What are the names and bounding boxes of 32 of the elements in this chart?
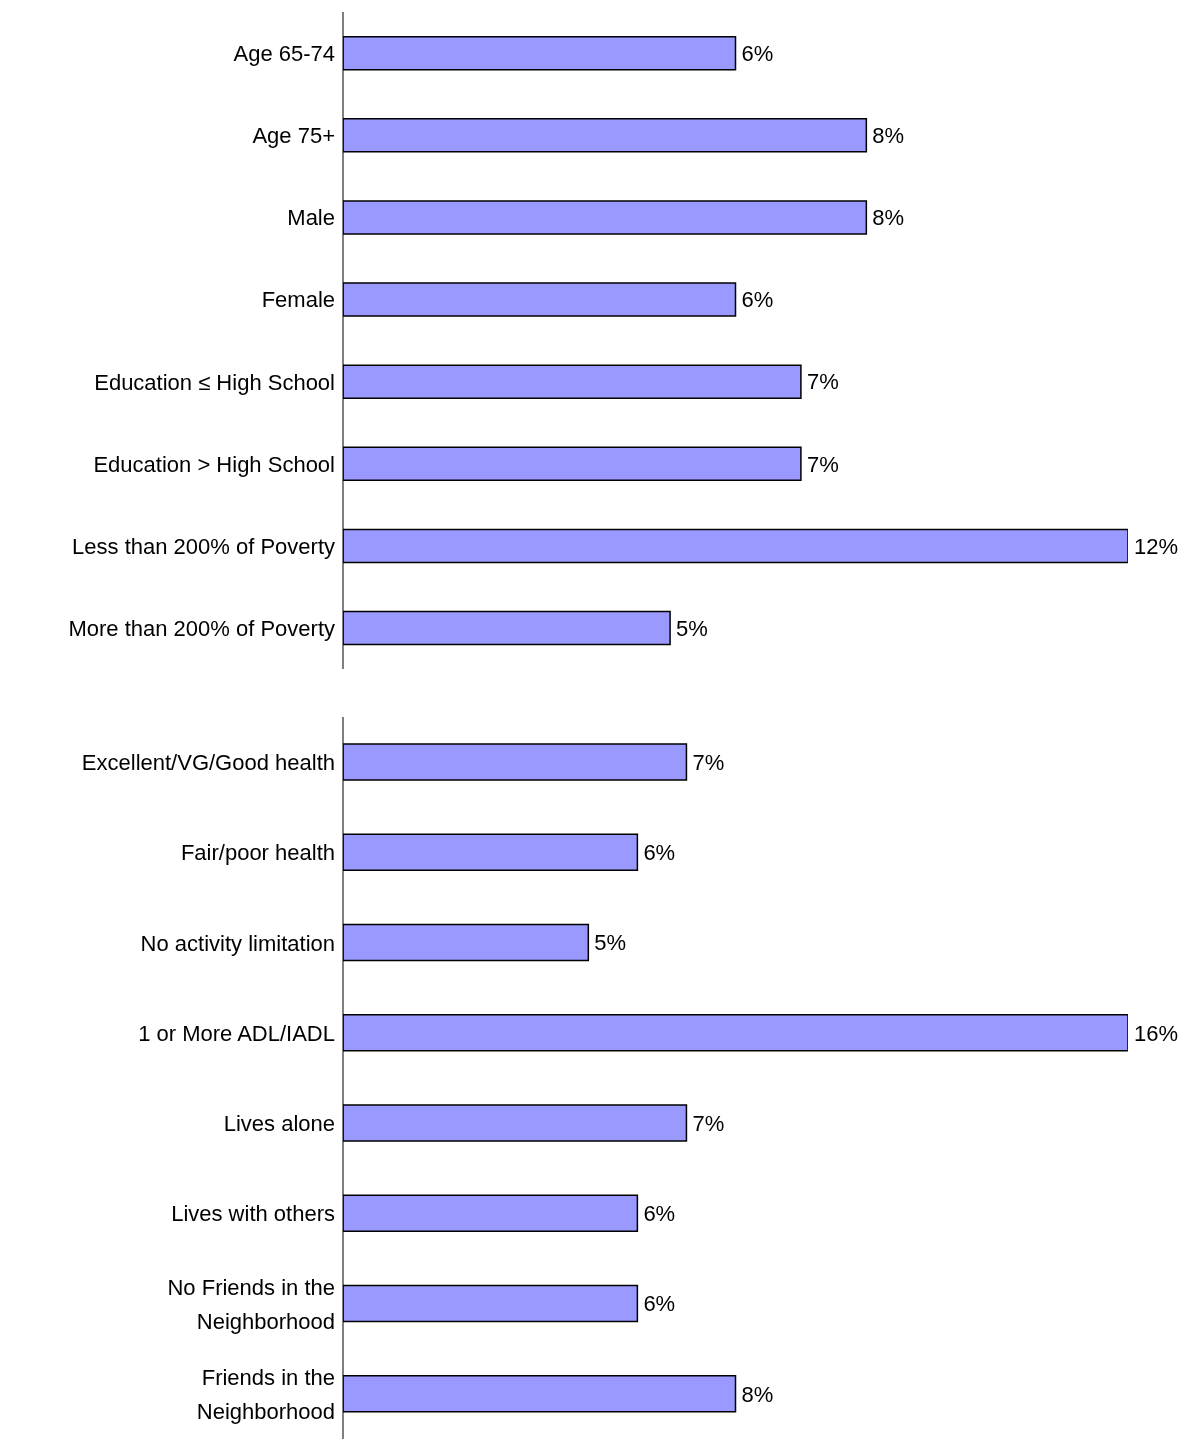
y-tick-label: Friends in the Neighborhood — [196, 1364, 335, 1424]
data-label: 7% — [806, 369, 839, 395]
data-label: 16% — [1134, 1020, 1179, 1046]
data-label: 7% — [806, 451, 839, 477]
data-label: 6% — [643, 840, 676, 866]
data-label: 8% — [741, 1381, 774, 1407]
data-label: 6% — [741, 40, 774, 66]
data-label: 7% — [692, 749, 725, 775]
data-label: 5% — [676, 615, 708, 641]
y-tick-label: Lives with others — [171, 1200, 335, 1226]
data-label: 7% — [692, 1110, 725, 1136]
y-tick-label: No activity limitation — [140, 930, 335, 956]
y-tick-label: Excellent/VG/Good health — [81, 749, 335, 775]
y-tick-label: Fair/poor health — [180, 839, 335, 865]
data-label: 6% — [643, 1291, 676, 1317]
y-tick-label: More than 200% of Poverty — [68, 615, 335, 641]
y-tick-label: 1 or More ADL/IADL — [138, 1020, 335, 1046]
data-label: 8% — [872, 123, 905, 149]
data-label: 12% — [1134, 533, 1179, 559]
data-label: 6% — [643, 1201, 676, 1227]
y-tick-label: Education > High School — [93, 451, 335, 477]
y-tick-label: Lives alone — [223, 1110, 335, 1136]
data-label: 8% — [872, 205, 905, 231]
y-tick-label: No Friends in the Neighborhood — [167, 1274, 335, 1334]
y-tick-label: Age 75+ — [252, 122, 335, 148]
y-tick-label: Female — [261, 286, 335, 312]
y-tick-label: Education ≤ High School — [94, 369, 335, 395]
data-label: 5% — [594, 930, 627, 956]
data-label: 6% — [741, 287, 774, 313]
y-tick-label: Male — [287, 204, 335, 230]
y-tick-label: Age 65-74 — [233, 40, 335, 66]
y-tick-label: Less than 200% of Poverty — [72, 533, 335, 559]
